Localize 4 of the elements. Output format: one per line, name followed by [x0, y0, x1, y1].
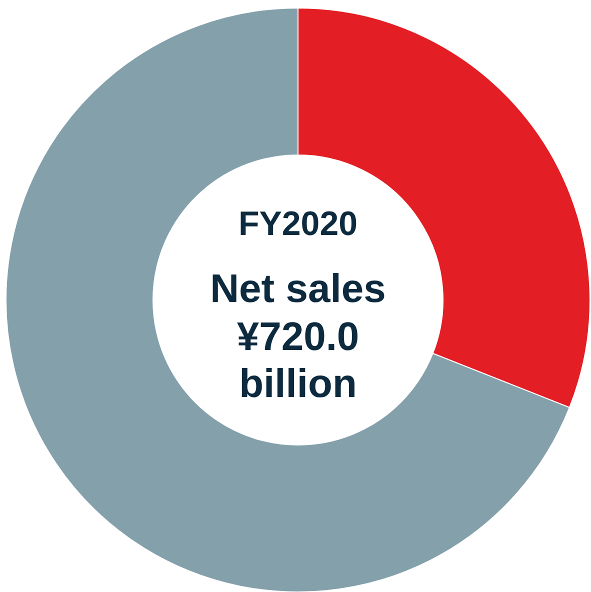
text: ¥720.0: [236, 315, 360, 359]
text: Net sales: [210, 267, 386, 311]
text: FY2020: [238, 205, 358, 243]
text: billion: [239, 362, 357, 406]
